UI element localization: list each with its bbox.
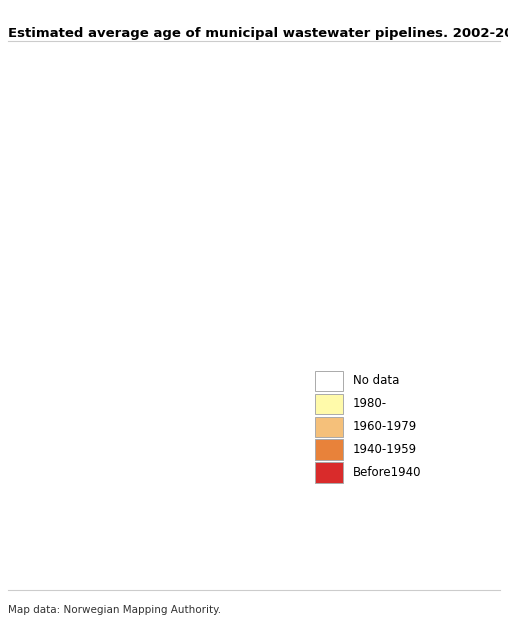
- Text: 1940-1959: 1940-1959: [353, 443, 417, 456]
- Text: No data: No data: [353, 375, 399, 387]
- Text: 1960-1979: 1960-1979: [353, 420, 417, 433]
- Text: Estimated average age of municipal wastewater pipelines. 2002-2004: Estimated average age of municipal waste…: [8, 27, 508, 39]
- Text: 1980-: 1980-: [353, 398, 387, 410]
- Text: Map data: Norwegian Mapping Authority.: Map data: Norwegian Mapping Authority.: [8, 605, 221, 616]
- Text: Before1940: Before1940: [353, 466, 422, 479]
